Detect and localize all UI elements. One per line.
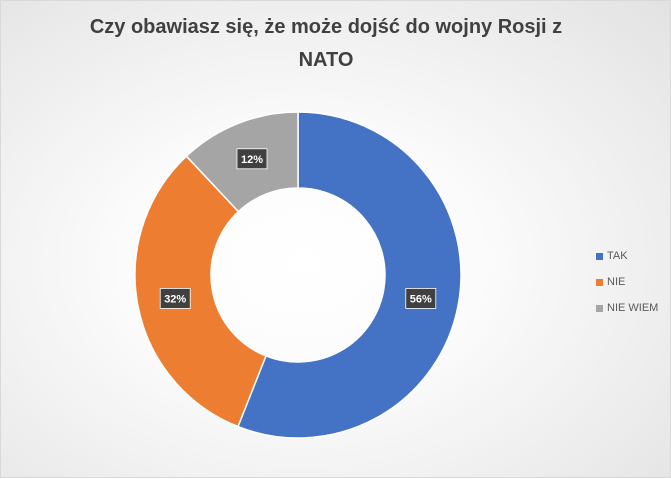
legend-label: NIE: [607, 276, 626, 288]
legend-label: NIE WIEM: [607, 302, 659, 314]
data-label-text: 56%: [410, 293, 432, 305]
data-label-text: 12%: [241, 154, 263, 166]
legend-label: TAK: [607, 250, 628, 262]
data-label-box: [236, 148, 268, 170]
data-label-box: [159, 288, 191, 309]
slice-tak: [237, 111, 462, 439]
data-label-box: [405, 288, 437, 309]
slice-nie: [134, 155, 267, 428]
legend-swatch: [596, 304, 603, 312]
legend-item-nie: NIE: [596, 269, 658, 295]
data-label-tak: 56%: [405, 288, 437, 309]
data-label-nie-wiem: 12%: [236, 148, 268, 170]
data-label-nie: 32%: [159, 288, 191, 309]
legend-item-tak: TAK: [596, 243, 658, 269]
legend-item-nie-wiem: NIE WIEM: [596, 295, 658, 321]
legend: TAK NIE NIE WIEM: [596, 243, 658, 321]
data-label-text: 32%: [164, 293, 186, 305]
legend-swatch: [596, 278, 603, 286]
chart-title: Czy obawiasz się, że może dojść do wojny…: [89, 16, 563, 71]
legend-swatch: [596, 252, 603, 260]
